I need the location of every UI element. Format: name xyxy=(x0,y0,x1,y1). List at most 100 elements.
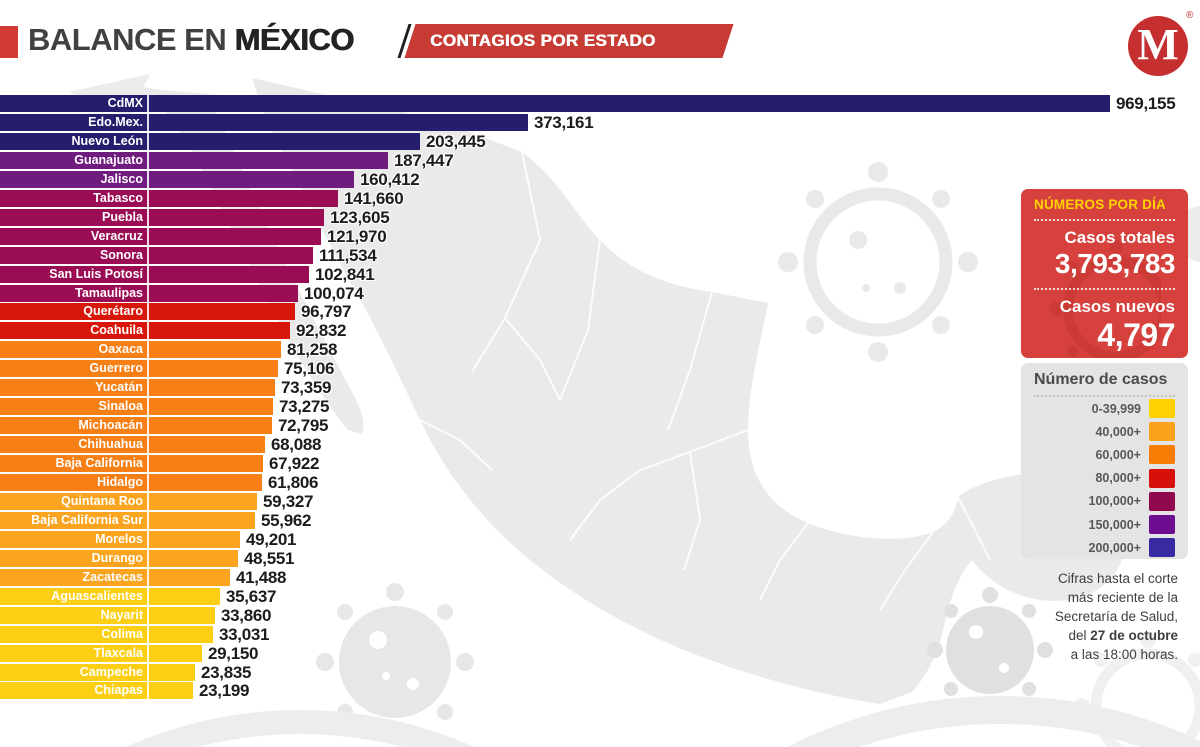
state-label: Chihuahua xyxy=(78,437,143,452)
footnote-line: más reciente de la xyxy=(1067,590,1178,605)
state-value: 100,074 xyxy=(304,283,364,303)
state-value: 35,637 xyxy=(226,586,277,606)
legend-rows: 0-39,999 40,000+ 60,000+ 80,000+ 100,000+ 150… xyxy=(1034,397,1175,559)
bar-row: Quintana Roo 59,327 xyxy=(0,491,1200,511)
state-value: 102,841 xyxy=(315,264,375,284)
state-value: 67,922 xyxy=(269,454,320,474)
bar-row: Michoacán 72,795 xyxy=(0,416,1200,436)
state-label: Morelos xyxy=(95,531,143,546)
bar-row: Tabasco 141,660 xyxy=(0,188,1200,208)
state-label: Hidalgo xyxy=(97,475,143,489)
state-bar xyxy=(0,341,281,359)
state-value: 141,660 xyxy=(344,188,404,208)
wave-arcs xyxy=(126,696,1200,747)
legend-label: 100,000+ xyxy=(1088,494,1141,509)
state-label: Puebla xyxy=(102,209,143,224)
state-bar xyxy=(0,492,257,510)
bar-row: Campeche 23,835 xyxy=(0,663,1200,682)
state-label: Aguascalientes xyxy=(51,588,143,603)
state-label: CdMX xyxy=(107,96,143,110)
state-value: 72,795 xyxy=(278,416,329,436)
stats-title: NÚMEROS POR DÍA xyxy=(1034,197,1175,221)
legend-item: 0-39,999 xyxy=(1034,397,1175,420)
state-label: Durango xyxy=(91,550,143,565)
state-label: Guerrero xyxy=(89,361,144,376)
state-label: Baja California Sur xyxy=(31,512,143,527)
state-bar xyxy=(0,682,193,700)
mexico-mainland xyxy=(252,78,1130,704)
state-label: Sinaloa xyxy=(98,399,143,414)
state-bar xyxy=(0,587,220,605)
legend-swatch xyxy=(1149,491,1175,511)
total-cases-value: 3,793,783 xyxy=(1034,248,1176,290)
state-label: Nuevo León xyxy=(71,133,143,148)
state-label: Tabasco xyxy=(93,190,143,205)
state-label: Jalisco xyxy=(100,171,143,186)
bar-row: Jalisco 160,412 xyxy=(0,169,1200,189)
state-label: Colima xyxy=(101,626,143,641)
state-value: 81,258 xyxy=(287,340,338,360)
banner-label: CONTAGIOS POR ESTADO xyxy=(430,31,656,50)
state-bar xyxy=(0,417,272,435)
bar-row: Tlaxcala 29,150 xyxy=(0,643,1200,663)
state-bar xyxy=(0,398,273,416)
state-label: Veracruz xyxy=(90,228,143,243)
legend-label: 0-39,999 xyxy=(1091,401,1141,416)
bar-row: Yucatán 73,359 xyxy=(0,378,1200,398)
daily-numbers-panel: NÚMEROS POR DÍA Casos totales 3,793,783 … xyxy=(1021,189,1188,358)
state-label: Yucatán xyxy=(95,380,143,395)
state-bar xyxy=(0,379,275,397)
legend-item: 200,000+ xyxy=(1034,536,1175,559)
title-regular: BALANCE EN xyxy=(28,22,235,57)
state-value: 160,412 xyxy=(360,169,420,189)
state-bar xyxy=(0,151,388,169)
state-value: 73,275 xyxy=(279,397,330,417)
legend-label: 150,000+ xyxy=(1088,517,1141,532)
logo-letter: M xyxy=(1137,19,1179,69)
bar-row: Edo.Mex. 373,161 xyxy=(0,113,1200,132)
state-value: 73,359 xyxy=(281,378,332,398)
state-value: 55,962 xyxy=(261,510,312,530)
state-bar xyxy=(0,265,309,283)
legend-label: 60,000+ xyxy=(1095,447,1141,462)
state-bar xyxy=(0,530,240,548)
state-bar xyxy=(0,360,278,378)
bar-row: Puebla 123,605 xyxy=(0,207,1200,227)
state-label: Baja California xyxy=(55,456,143,471)
bar-row: Hidalgo 61,806 xyxy=(0,473,1200,492)
state-label: San Luis Potosí xyxy=(49,266,143,281)
footnote-line: del 27 de octubre xyxy=(1068,628,1178,643)
state-value: 29,150 xyxy=(208,643,259,663)
state-label: Chiapas xyxy=(94,683,143,698)
bar-row: Querétaro 96,797 xyxy=(0,302,1200,321)
state-value: 59,327 xyxy=(263,491,314,511)
bar-row: Oaxaca 81,258 xyxy=(0,340,1200,360)
legend-label: 200,000+ xyxy=(1088,540,1141,555)
legend-swatch xyxy=(1149,445,1175,465)
bar-row: Veracruz 121,970 xyxy=(0,227,1200,246)
registered-mark-icon: ® xyxy=(1186,10,1194,21)
virus-icon xyxy=(927,587,1053,713)
state-bar xyxy=(0,208,324,226)
state-label: Zacatecas xyxy=(82,569,143,584)
bar-row: Aguascalientes 35,637 xyxy=(0,586,1200,606)
state-label: Sonora xyxy=(99,247,143,262)
bar-row: Chihuahua 68,088 xyxy=(0,435,1200,455)
state-value: 68,088 xyxy=(271,435,322,455)
bar-row: Sonora 111,534 xyxy=(0,246,1200,265)
virus-icon xyxy=(778,162,978,362)
legend-swatch xyxy=(1149,468,1175,488)
state-label: Michoacán xyxy=(78,418,143,433)
bar-row: Guanajuato 187,447 xyxy=(0,151,1200,170)
state-bar xyxy=(0,606,215,624)
state-bar xyxy=(0,455,263,473)
legend-swatch xyxy=(1149,422,1175,442)
milenio-logo: M xyxy=(1128,16,1188,76)
state-value: 41,488 xyxy=(236,567,287,587)
state-value: 123,605 xyxy=(330,207,390,227)
legend-item: 40,000+ xyxy=(1034,420,1175,443)
legend-item: 60,000+ xyxy=(1034,443,1175,466)
title-bold: MÉXICO xyxy=(234,22,354,57)
